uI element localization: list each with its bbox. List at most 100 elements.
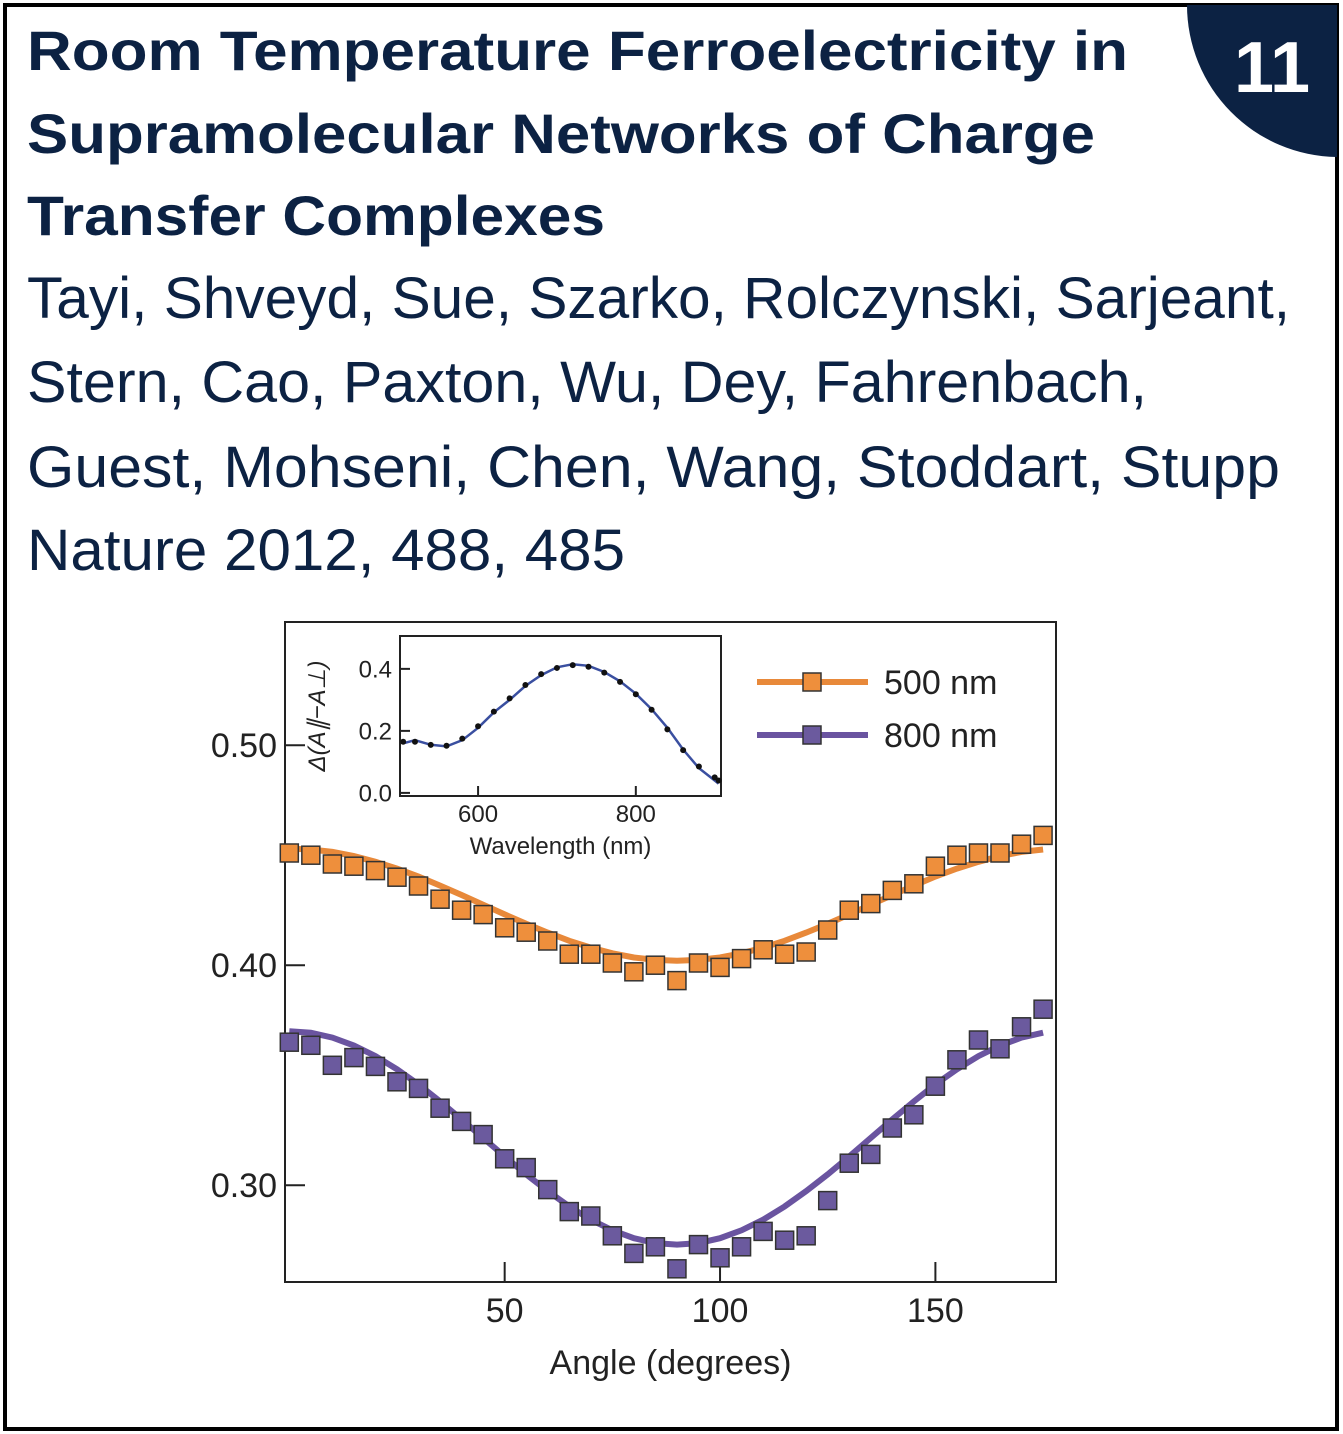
- data-point: [387, 867, 407, 887]
- data-point: [882, 1118, 903, 1138]
- data-point: [430, 889, 450, 909]
- data-point: [904, 874, 924, 894]
- data-point: [494, 918, 515, 938]
- data-point: [430, 1098, 450, 1118]
- title-line: Transfer Complexes: [27, 184, 605, 247]
- data-point: [1011, 834, 1032, 854]
- data-point: [516, 1157, 536, 1178]
- y-tick-label: 0.50: [211, 727, 277, 765]
- data-point: [279, 1032, 300, 1052]
- data-point: [947, 1050, 967, 1070]
- data-point: [602, 953, 623, 973]
- legend-label: 500 nm: [884, 664, 997, 702]
- y-tick-label: 0.2: [359, 718, 392, 745]
- data-point: [925, 856, 946, 876]
- title-line: Supramolecular Networks of Charge: [27, 102, 1095, 165]
- data-point: [506, 695, 513, 702]
- data-point: [411, 738, 418, 745]
- data-point: [753, 940, 773, 960]
- x-axis-label: Angle (degrees): [550, 1344, 792, 1382]
- data-point: [990, 1039, 1010, 1059]
- badge-shape: [1187, 5, 1337, 157]
- authors-line: Stern, Cao, Paxton, Wu, Dey, Fahrenbach,: [27, 350, 1147, 415]
- data-point: [538, 671, 545, 678]
- authors-line: Guest, Mohseni, Chen, Wang, Stoddart, St…: [27, 435, 1280, 500]
- data-point: [516, 922, 536, 942]
- data-point: [947, 845, 967, 865]
- data-point: [559, 944, 580, 964]
- x-tick-label: 100: [692, 1292, 749, 1330]
- data-point: [1011, 1017, 1032, 1037]
- data-point: [387, 1072, 407, 1092]
- data-point: [585, 663, 592, 670]
- data-point: [753, 1221, 773, 1242]
- data-point: [451, 1111, 472, 1132]
- plot-area: [399, 635, 722, 797]
- data-point: [559, 1201, 580, 1222]
- data-point: [839, 1153, 860, 1173]
- data-point: [459, 735, 466, 742]
- data-point: [645, 1237, 666, 1257]
- data-point: [602, 1226, 623, 1246]
- data-point: [648, 706, 655, 713]
- data-point: [365, 860, 386, 881]
- x-tick-label: 800: [616, 801, 656, 828]
- data-point: [632, 691, 639, 698]
- data-point: [817, 1190, 838, 1211]
- data-point: [715, 777, 722, 784]
- title-line: Room Temperature Ferroelectricity in: [27, 19, 1128, 82]
- data-point: [688, 1234, 709, 1255]
- data-point: [427, 741, 434, 748]
- data-point: [796, 1226, 816, 1246]
- data-point: [408, 876, 429, 896]
- data-point: [695, 763, 702, 770]
- x-tick-label: 150: [907, 1292, 964, 1330]
- badge-number: 11: [1234, 28, 1310, 108]
- data-point: [667, 1259, 687, 1279]
- data-point: [861, 1144, 881, 1165]
- data-point: [664, 726, 671, 733]
- x-axis-label: Wavelength (nm): [470, 833, 652, 860]
- data-point: [624, 962, 644, 982]
- data-point: [731, 1237, 752, 1257]
- y-axis-label: Δ(A∥−A⊥): [304, 660, 331, 772]
- data-point: [473, 904, 493, 925]
- data-point: [522, 681, 529, 688]
- data-point: [322, 854, 343, 874]
- y-tick-label: 0.40: [211, 947, 277, 985]
- data-point: [861, 893, 881, 914]
- x-tick-label: 50: [486, 1292, 524, 1330]
- data-point: [667, 970, 687, 991]
- x-tick-label: 600: [458, 801, 498, 828]
- data-point: [680, 747, 687, 754]
- data-point: [710, 957, 730, 978]
- data-point: [279, 843, 300, 863]
- legend-marker: [802, 672, 822, 692]
- data-point: [537, 931, 558, 951]
- data-point: [569, 662, 576, 669]
- data-point: [645, 955, 666, 975]
- data-point: [581, 1206, 601, 1226]
- data-point: [322, 1055, 343, 1076]
- data-point: [581, 944, 601, 964]
- data-point: [710, 1248, 730, 1268]
- data-point: [494, 1149, 515, 1169]
- data-point: [301, 1035, 321, 1056]
- data-point: [839, 900, 860, 920]
- spectrum-line: [402, 662, 720, 785]
- data-point: [731, 948, 752, 969]
- data-point: [553, 664, 560, 671]
- data-point: [925, 1076, 946, 1096]
- authors-line: Tayi, Shveyd, Sue, Szarko, Rolczynski, S…: [27, 266, 1290, 331]
- data-point: [990, 843, 1010, 863]
- data-point: [473, 1124, 493, 1145]
- data-point: [537, 1179, 558, 1200]
- data-point: [365, 1056, 386, 1077]
- data-point: [624, 1243, 644, 1264]
- data-point: [601, 669, 608, 676]
- legend-label: 800 nm: [884, 717, 997, 755]
- data-point: [400, 738, 407, 745]
- data-point: [1033, 825, 1053, 846]
- data-point: [475, 723, 482, 730]
